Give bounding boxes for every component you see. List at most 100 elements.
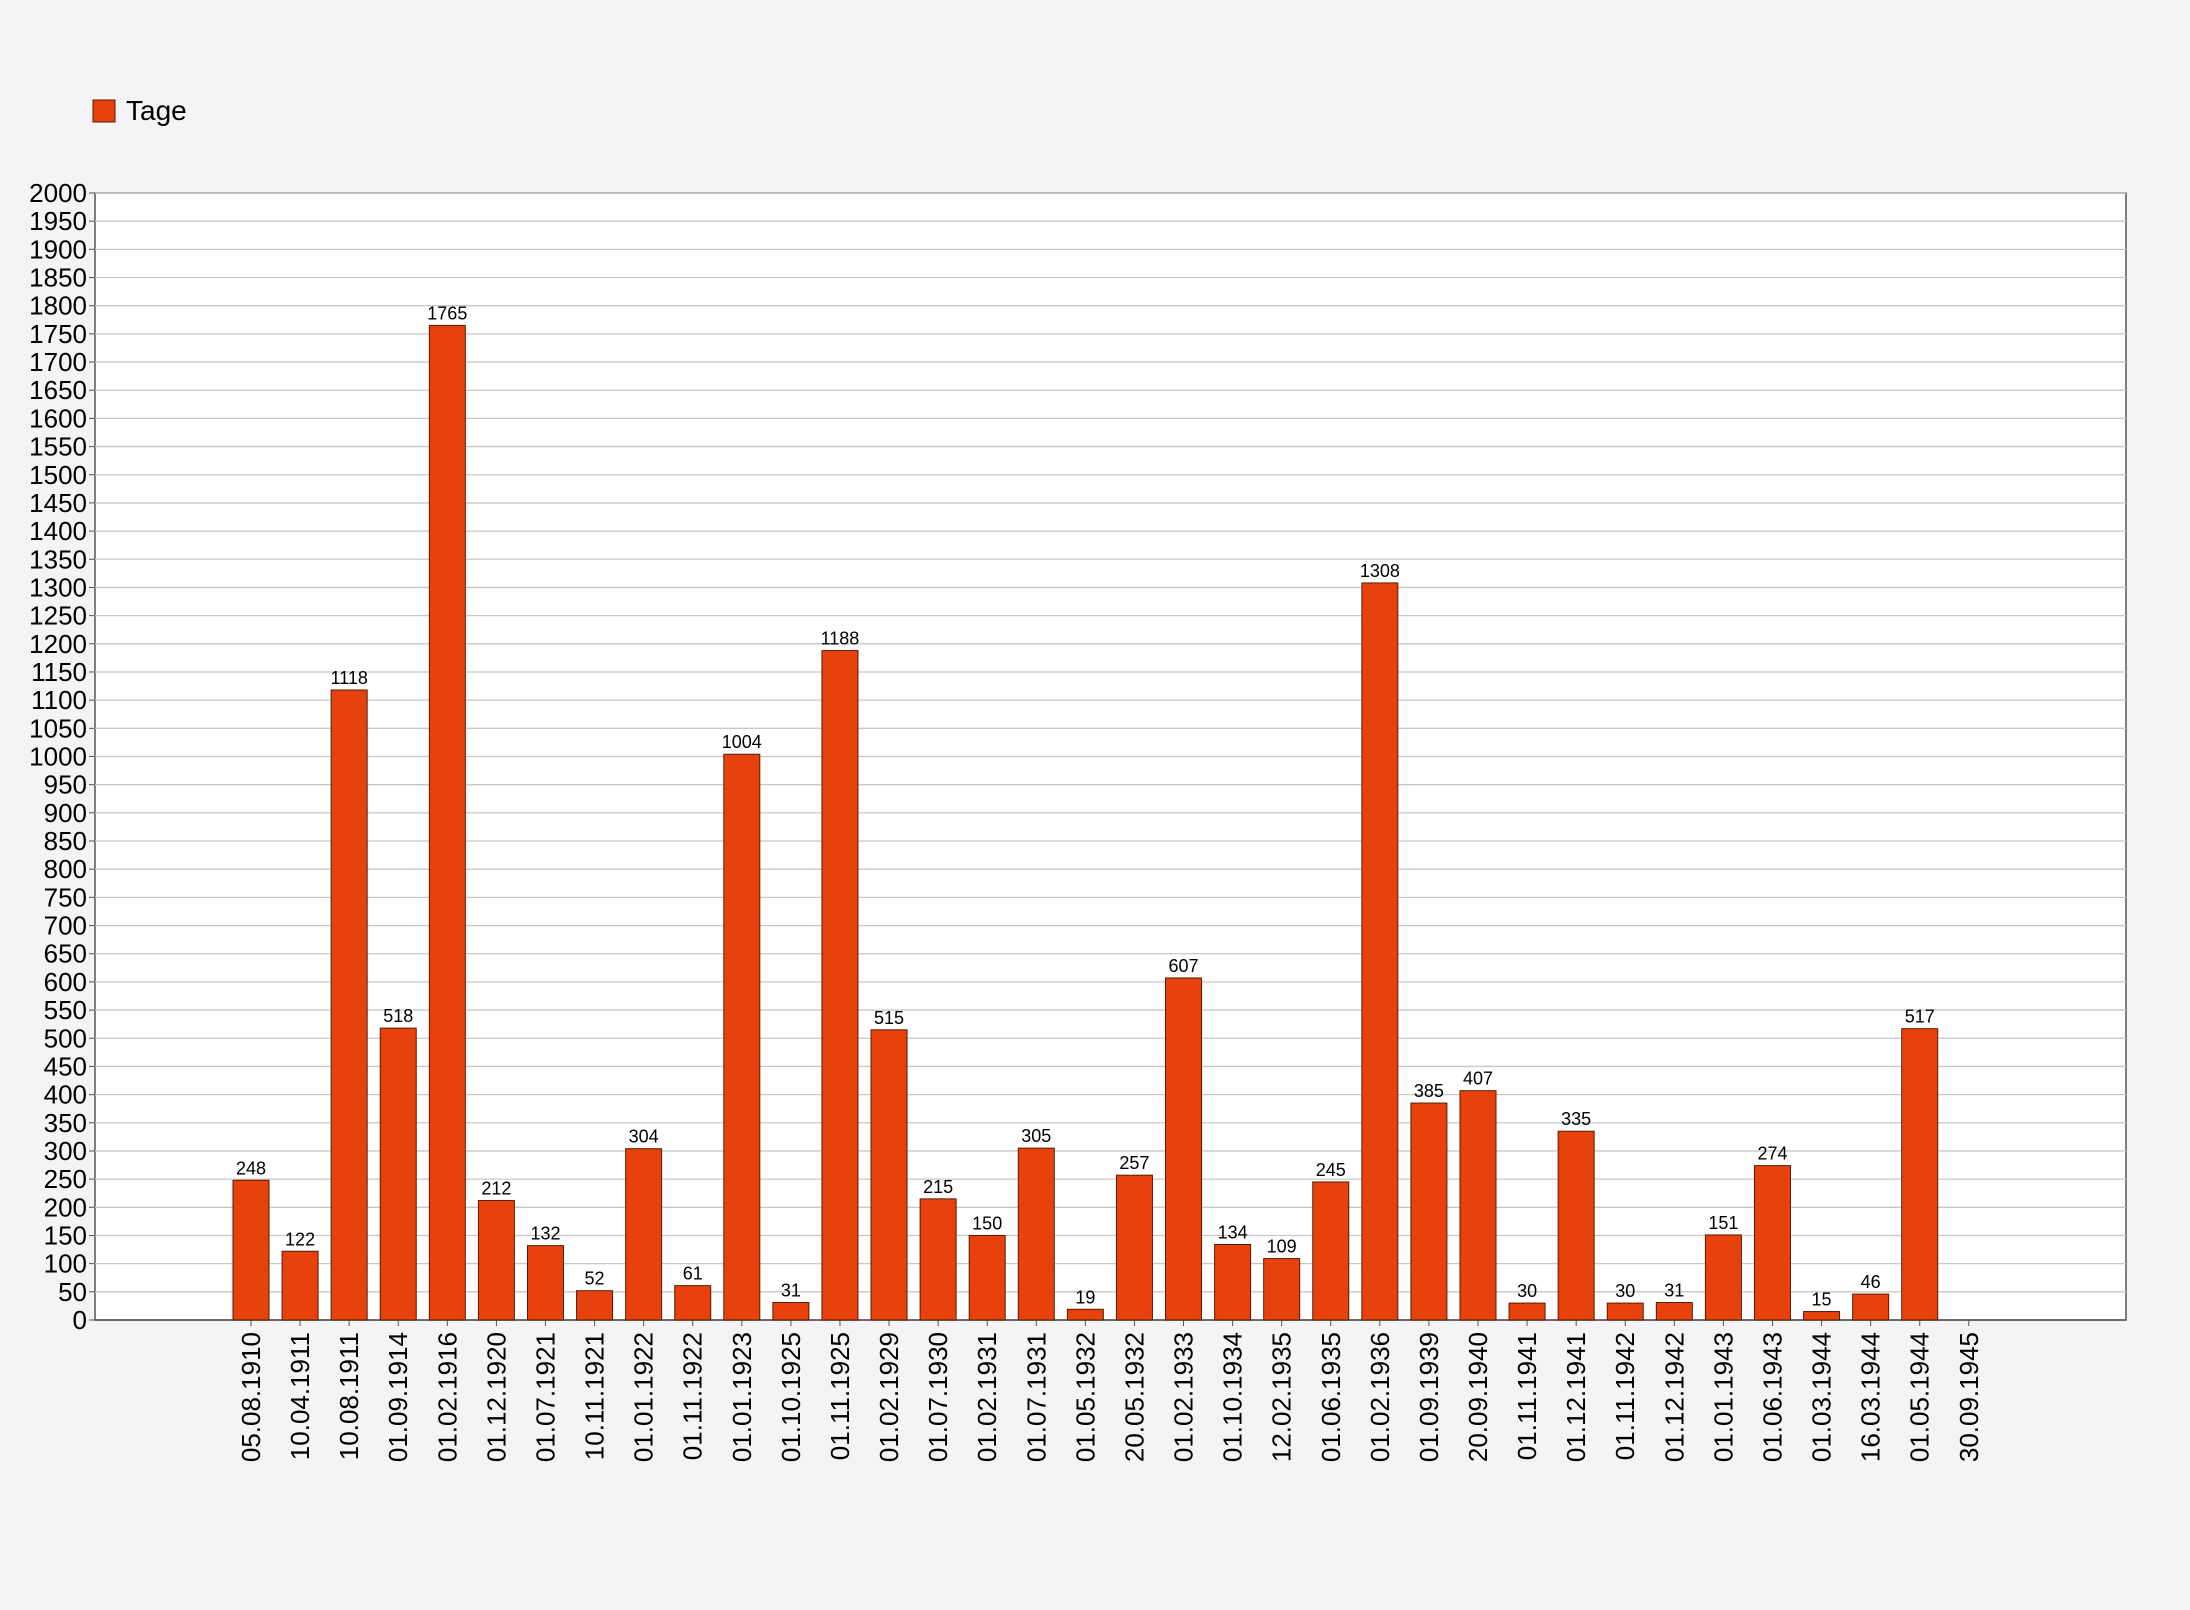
y-tick-label: 600 — [44, 967, 87, 997]
y-tick-label: 2000 — [29, 178, 87, 208]
y-tick-label: 950 — [44, 770, 87, 800]
x-tick-label: 01.07.1921 — [530, 1332, 560, 1462]
x-tick-label: 01.06.1943 — [1757, 1332, 1787, 1462]
bar — [1852, 1293, 1890, 1321]
value-label: 607 — [1168, 956, 1198, 976]
y-tick-label: 1700 — [29, 347, 87, 377]
y-tick-label: 700 — [44, 911, 87, 941]
x-tick-label: 01.11.1925 — [825, 1332, 855, 1460]
value-label: 1188 — [821, 629, 860, 649]
bar — [1165, 977, 1203, 1321]
bar — [526, 1245, 564, 1321]
y-tick-label: 900 — [44, 798, 87, 828]
x-tick-label: 01.12.1920 — [481, 1332, 511, 1462]
bar — [1655, 1302, 1693, 1321]
bar — [1557, 1130, 1595, 1321]
value-label: 1308 — [1360, 561, 1400, 581]
bar — [428, 324, 466, 1321]
bar — [1361, 582, 1399, 1321]
bar — [772, 1302, 810, 1321]
x-tick-label: 01.12.1941 — [1561, 1332, 1591, 1462]
bar — [477, 1200, 515, 1321]
bar — [625, 1148, 663, 1321]
bar — [1606, 1302, 1644, 1321]
y-tick-label: 500 — [44, 1023, 87, 1053]
value-label: 46 — [1861, 1272, 1881, 1292]
value-label: 132 — [530, 1224, 560, 1244]
x-tick-label: 20.05.1932 — [1119, 1332, 1149, 1462]
x-tick-label: 01.02.1936 — [1365, 1332, 1395, 1462]
y-tick-label: 350 — [44, 1108, 87, 1138]
y-tick-label: 450 — [44, 1051, 87, 1081]
y-tick-label: 1350 — [29, 544, 87, 574]
value-label: 274 — [1757, 1144, 1787, 1164]
value-label: 517 — [1905, 1007, 1935, 1027]
value-label: 215 — [923, 1177, 953, 1197]
x-tick-label: 01.03.1944 — [1807, 1332, 1837, 1462]
y-tick-label: 1850 — [29, 263, 87, 293]
y-tick-label: 1150 — [31, 657, 87, 687]
x-tick-label: 01.02.1929 — [874, 1332, 904, 1462]
y-tick-label: 0 — [73, 1305, 87, 1335]
bar — [232, 1179, 270, 1321]
y-tick-label: 1050 — [29, 713, 87, 743]
x-tick-label: 01.11.1942 — [1610, 1332, 1640, 1460]
y-tick-label: 50 — [58, 1277, 87, 1307]
legend-label: Tage — [126, 95, 187, 126]
y-tick-label: 1300 — [29, 572, 87, 602]
value-label: 61 — [683, 1264, 703, 1284]
value-label: 257 — [1119, 1153, 1149, 1173]
y-tick-label: 1750 — [29, 319, 87, 349]
y-tick-label: 1950 — [29, 206, 87, 236]
bar — [1803, 1311, 1841, 1321]
value-label: 245 — [1316, 1160, 1346, 1180]
value-label: 385 — [1414, 1081, 1444, 1101]
y-tick-label: 300 — [44, 1136, 87, 1166]
y-tick-label: 1400 — [29, 516, 87, 546]
value-label: 335 — [1561, 1109, 1591, 1129]
y-tick-label: 1450 — [29, 488, 87, 518]
value-label: 304 — [629, 1127, 659, 1147]
value-label: 515 — [874, 1008, 904, 1028]
value-label: 31 — [781, 1281, 801, 1301]
x-tick-label: 01.06.1935 — [1316, 1332, 1346, 1462]
bar — [1263, 1258, 1301, 1321]
x-tick-label: 20.09.1940 — [1463, 1332, 1493, 1462]
x-tick-label: 05.08.1910 — [236, 1332, 266, 1462]
bar — [1753, 1165, 1791, 1321]
value-label: 150 — [972, 1213, 1002, 1233]
x-tick-label: 01.02.1933 — [1169, 1332, 1199, 1462]
x-tick-label: 01.07.1930 — [923, 1332, 953, 1462]
y-tick-label: 1500 — [29, 460, 87, 490]
value-label: 52 — [585, 1269, 605, 1289]
value-label: 122 — [285, 1229, 315, 1249]
x-tick-label: 01.09.1939 — [1414, 1332, 1444, 1462]
bar — [281, 1250, 319, 1321]
x-tick-label: 10.11.1921 — [580, 1332, 610, 1460]
x-tick-label: 01.11.1922 — [678, 1332, 708, 1460]
value-label: 19 — [1075, 1287, 1095, 1307]
value-label: 1118 — [330, 668, 367, 688]
value-label: 518 — [383, 1006, 413, 1026]
y-tick-label: 750 — [44, 882, 87, 912]
x-tick-label: 01.02.1916 — [432, 1332, 462, 1462]
value-label: 212 — [481, 1179, 511, 1199]
x-tick-label: 10.04.1911 — [285, 1332, 315, 1460]
legend-swatch — [92, 99, 116, 123]
x-tick-label: 01.01.1943 — [1708, 1332, 1738, 1462]
value-label: 1765 — [427, 303, 467, 323]
value-label: 31 — [1664, 1281, 1684, 1301]
value-label: 1004 — [722, 732, 762, 752]
bar — [674, 1285, 712, 1321]
value-label: 151 — [1708, 1213, 1738, 1233]
x-tick-label: 01.05.1944 — [1905, 1332, 1935, 1462]
value-label: 109 — [1267, 1237, 1297, 1257]
bar — [379, 1027, 417, 1321]
bar — [1410, 1102, 1448, 1321]
y-tick-label: 1650 — [29, 375, 87, 405]
value-label: 305 — [1021, 1126, 1051, 1146]
y-tick-label: 150 — [44, 1220, 87, 1250]
x-tick-label: 01.12.1942 — [1659, 1332, 1689, 1462]
bar — [576, 1290, 614, 1321]
bar — [330, 689, 368, 1321]
